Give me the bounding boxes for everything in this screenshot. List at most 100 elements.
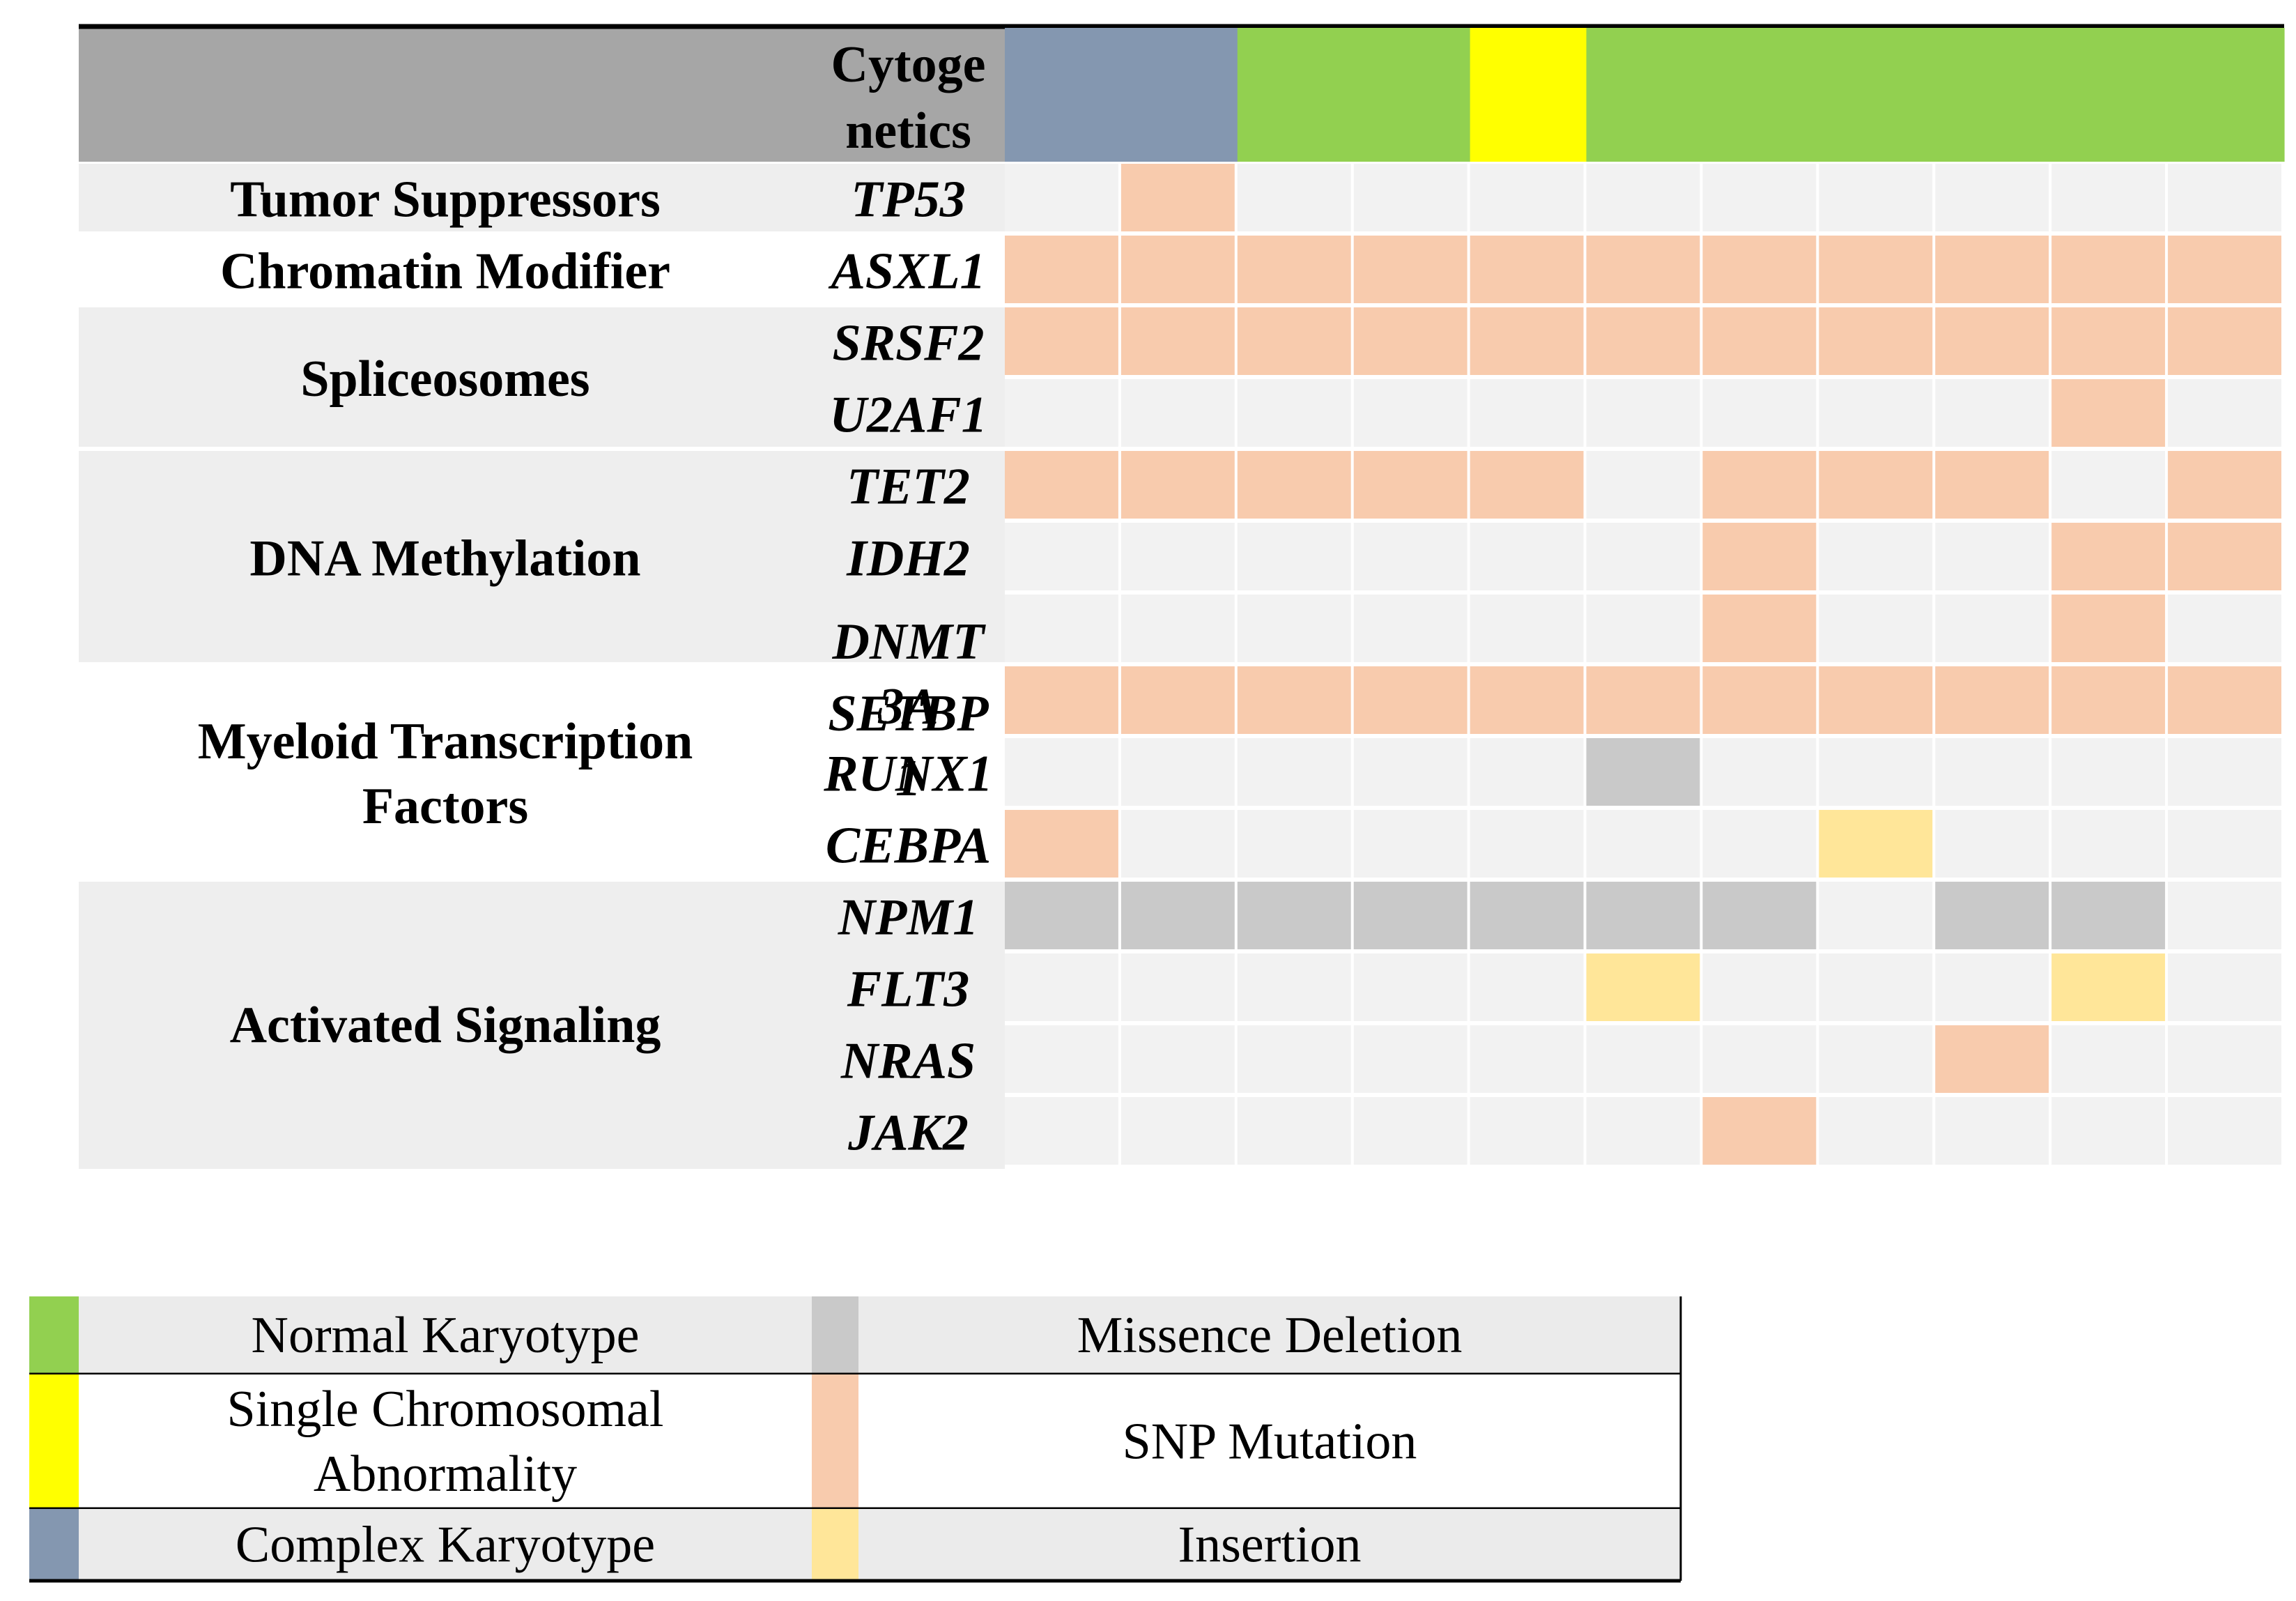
empty-cell	[1005, 738, 1118, 806]
mutation-cell	[1586, 307, 1700, 375]
empty-cell	[1819, 164, 1933, 231]
mutation-cell	[1237, 236, 1351, 303]
mutation-cell	[1120, 666, 1235, 734]
empty-cell	[1005, 953, 1118, 1021]
mutation-cell	[1819, 451, 1933, 519]
mutation-cell	[1586, 666, 1700, 734]
cytogenetics-cell	[1702, 28, 1819, 162]
mutation-cell	[1005, 307, 1118, 375]
empty-cell	[1237, 953, 1351, 1021]
category-label: Myeloid Transcription	[198, 713, 693, 770]
mutation-cell	[1353, 307, 1467, 375]
mutation-cell	[1935, 882, 2049, 949]
empty-cell	[1353, 379, 1467, 447]
mutation-cell	[1120, 307, 1235, 375]
mutation-cell	[2168, 451, 2281, 519]
empty-cell	[1586, 1025, 1700, 1093]
empty-cell	[2168, 379, 2281, 447]
empty-cell	[1470, 164, 1584, 231]
empty-cell	[1237, 1097, 1351, 1165]
gene-label: TP53	[851, 171, 965, 229]
mutation-cell	[1470, 666, 1584, 734]
mutation-cell	[1237, 451, 1351, 519]
empty-cell	[1353, 1097, 1467, 1165]
empty-cell	[1702, 1025, 1817, 1093]
empty-cell	[1237, 1025, 1351, 1093]
empty-cell	[1005, 523, 1118, 590]
mutation-cell	[1353, 236, 1467, 303]
empty-cell	[1819, 1025, 1933, 1093]
mutation-cell	[1237, 307, 1351, 375]
gene-label: 1	[895, 750, 921, 807]
mutation-cell	[1935, 451, 2049, 519]
empty-cell	[1353, 164, 1467, 231]
empty-cell	[1120, 379, 1235, 447]
empty-cell	[2051, 1025, 2166, 1093]
legend-swatch	[812, 1374, 858, 1509]
legend-label: Missence Deletion	[1077, 1307, 1463, 1364]
cytogenetics-cell	[1470, 28, 1587, 162]
mutation-cell	[2051, 307, 2166, 375]
empty-cell	[1819, 953, 1933, 1021]
mutation-cell	[1353, 882, 1467, 949]
empty-cell	[1237, 164, 1351, 231]
mutation-cell	[1586, 953, 1700, 1021]
empty-cell	[1120, 810, 1235, 878]
empty-cell	[2168, 810, 2281, 878]
empty-cell	[1935, 523, 2049, 590]
empty-cell	[1819, 882, 1933, 949]
empty-cell	[1935, 953, 2049, 1021]
empty-cell	[1120, 738, 1235, 806]
empty-cell	[2168, 595, 2281, 662]
cytogenetics-cell	[2168, 28, 2285, 162]
empty-cell	[1470, 595, 1584, 662]
empty-cell	[1353, 1025, 1467, 1093]
mutation-cell	[1586, 236, 1700, 303]
mutation-cell	[1005, 882, 1118, 949]
mutation-cell	[2051, 523, 2166, 590]
empty-cell	[1586, 379, 1700, 447]
legend-row-bg	[79, 1374, 812, 1509]
empty-cell	[1935, 379, 2049, 447]
gene-cell-bg	[815, 451, 1005, 519]
gene-cell-bg	[815, 882, 1005, 949]
empty-cell	[1935, 810, 2049, 878]
mutation-cell	[2168, 307, 2281, 375]
empty-cell	[1470, 738, 1584, 806]
empty-cell	[2168, 1097, 2281, 1165]
gene-label: FLT3	[847, 961, 969, 1018]
empty-cell	[2168, 738, 2281, 806]
empty-cell	[1819, 595, 1933, 662]
gene-label: NRAS	[840, 1033, 976, 1090]
mutation-cell	[1470, 451, 1584, 519]
empty-cell	[1819, 1097, 1933, 1165]
mutation-cell	[1120, 882, 1235, 949]
empty-cell	[1470, 523, 1584, 590]
empty-cell	[1935, 164, 2049, 231]
cytogenetics-cell	[1935, 28, 2052, 162]
mutation-cell	[1935, 1025, 2049, 1093]
mutation-cell	[2051, 666, 2166, 734]
gene-cell-bg	[815, 236, 1005, 303]
legend-row-bg	[858, 1374, 1681, 1509]
mutation-cell	[1702, 523, 1817, 590]
mutation-cell	[1819, 666, 1933, 734]
cytogenetics-cell	[2051, 28, 2168, 162]
legend-label: Normal Karyotype	[252, 1307, 640, 1364]
empty-cell	[2168, 164, 2281, 231]
cytogenetics-cell	[1353, 28, 1471, 162]
mutation-cell	[1702, 882, 1817, 949]
empty-cell	[1586, 164, 1700, 231]
background-layer	[79, 24, 2284, 1169]
empty-cell	[1470, 1097, 1584, 1165]
gene-label: IDH2	[846, 530, 970, 588]
legend-row-bg	[79, 1509, 812, 1581]
empty-cell	[1702, 810, 1817, 878]
gene-cell-bg	[815, 523, 1005, 590]
mutation-cell	[1353, 666, 1467, 734]
empty-cell	[1120, 1025, 1235, 1093]
category-label: Activated Signaling	[230, 997, 661, 1054]
mutation-cell	[1005, 666, 1118, 734]
empty-cell	[1470, 810, 1584, 878]
empty-cell	[2168, 882, 2281, 949]
